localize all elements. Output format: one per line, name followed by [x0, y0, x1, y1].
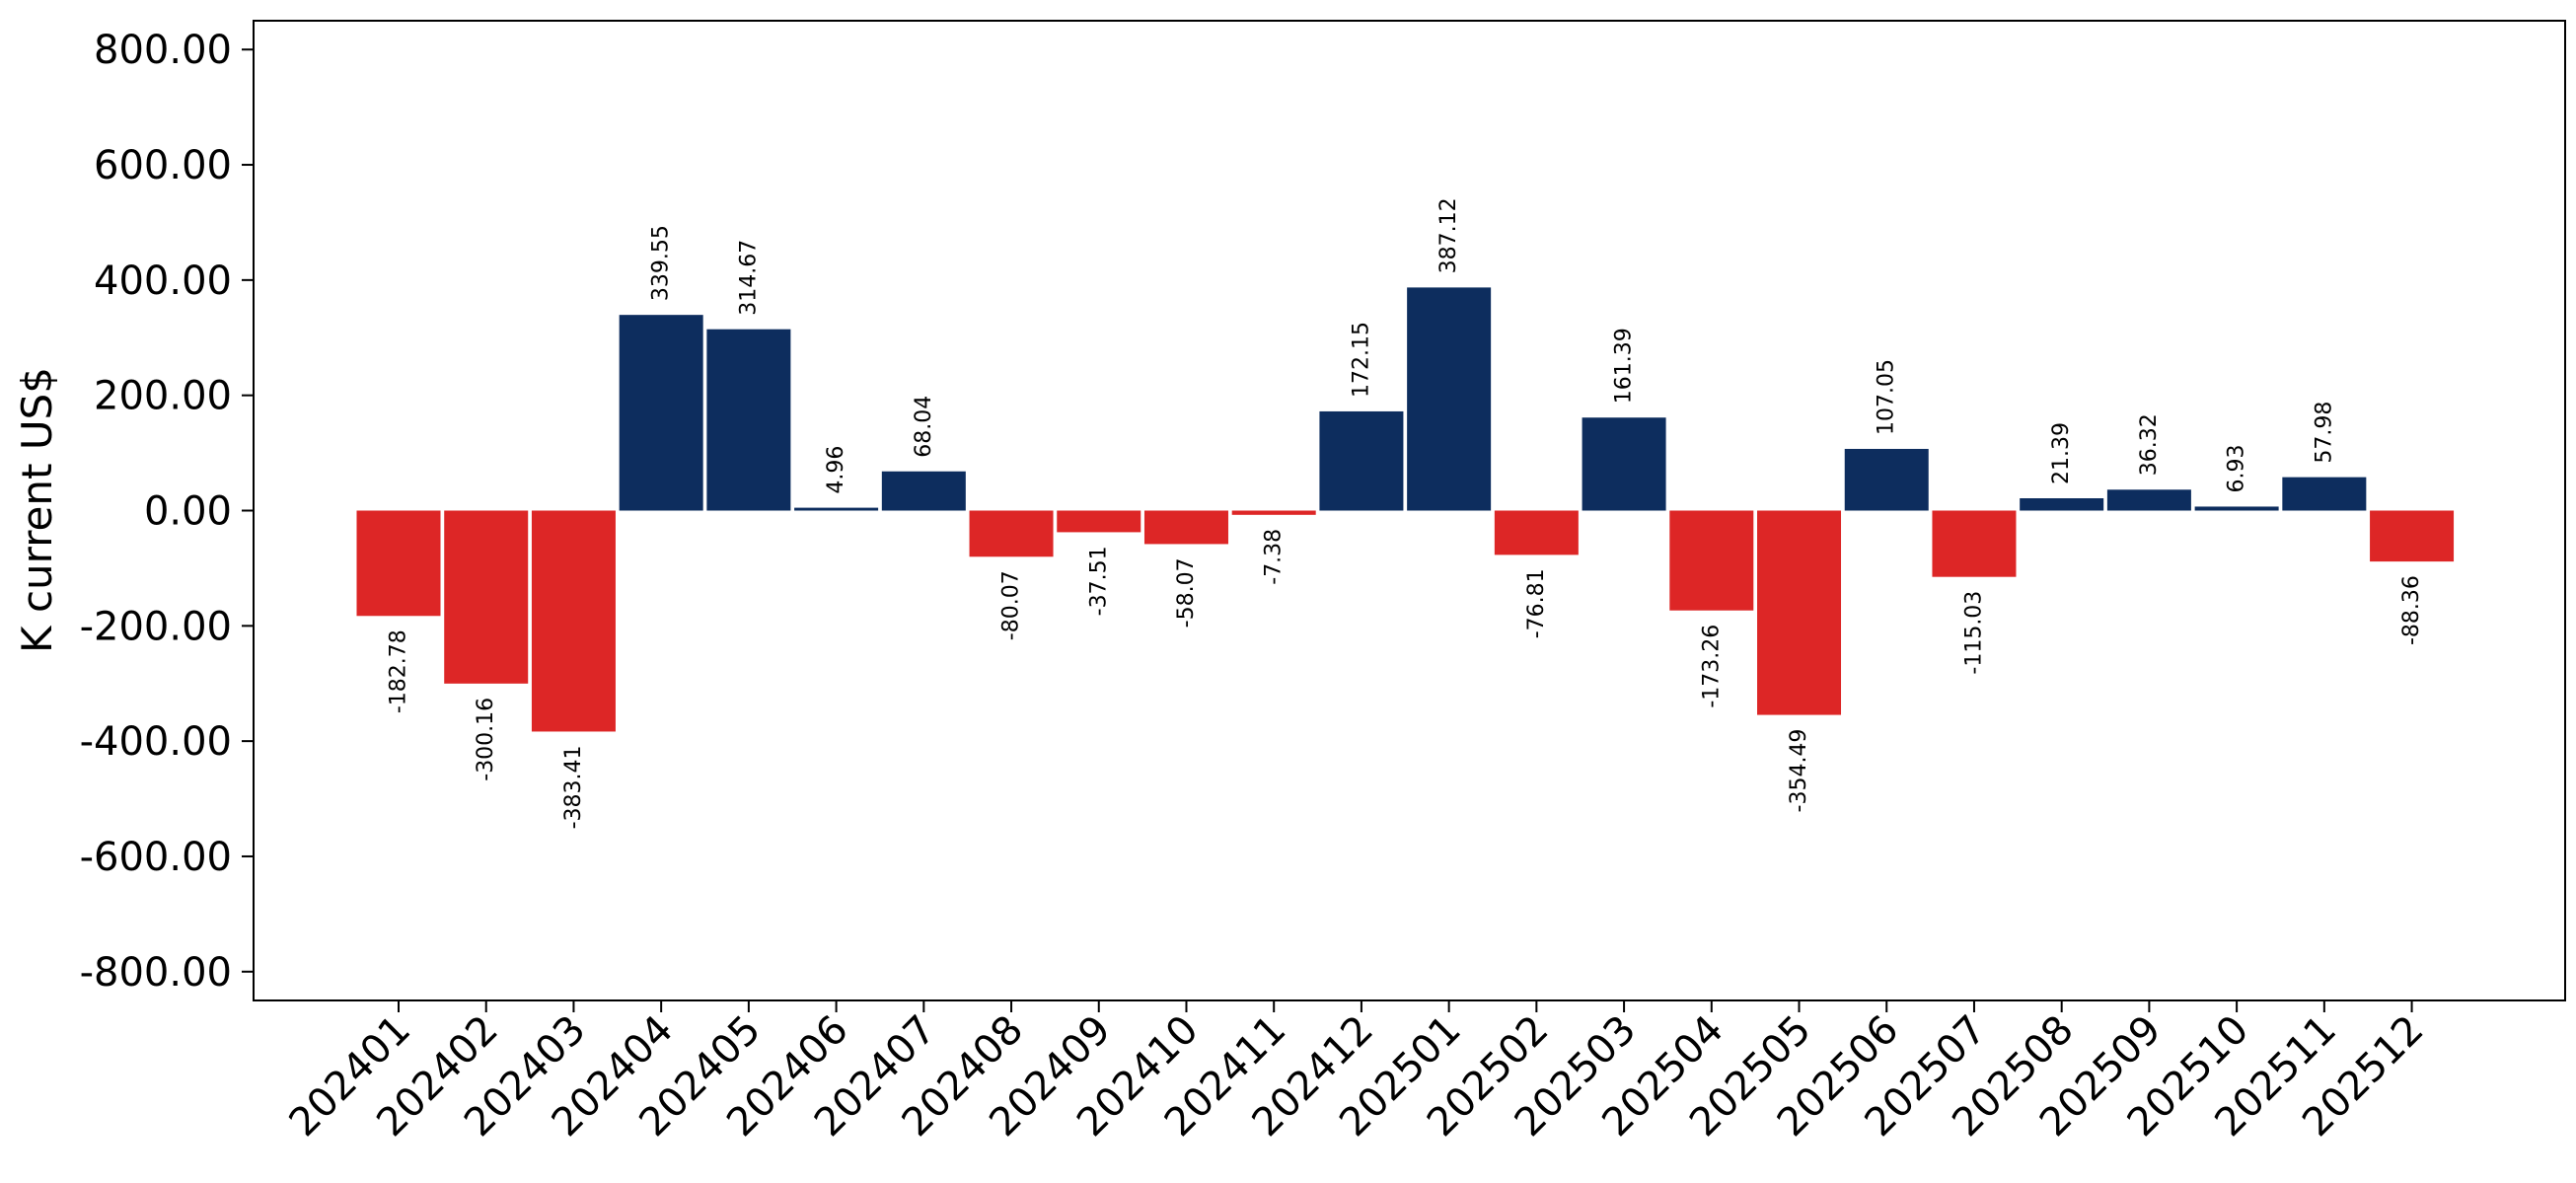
- bar-value-label: -88.36: [2399, 575, 2424, 645]
- bar-value-label: 21.39: [2049, 422, 2074, 484]
- bar: [969, 510, 1054, 557]
- bar: [531, 510, 616, 732]
- bars-group: [356, 287, 2455, 732]
- bar: [2370, 510, 2455, 562]
- bar: [1669, 510, 1754, 611]
- bar: [2282, 477, 2367, 511]
- plot-frame: [253, 20, 2566, 1001]
- y-tick-label: 600.00: [94, 143, 232, 188]
- bar: [2194, 506, 2279, 511]
- bar-value-label: -300.16: [474, 698, 498, 781]
- bar: [1143, 510, 1228, 545]
- bar: [444, 510, 529, 684]
- bar-value-label: 6.93: [2225, 444, 2249, 492]
- data-labels-group: -182.78 -300.16 -383.41 339.55 314.67 4.96 68.…: [387, 197, 2425, 829]
- bar-value-label: 68.04: [912, 396, 936, 458]
- y-tick-label: -200.00: [80, 604, 232, 649]
- y-tick-label: -600.00: [80, 835, 232, 880]
- y-axis: -800.00 -600.00 -400.00 -200.00 0.00 200.00 40…: [80, 28, 254, 996]
- bar-value-label: 314.67: [736, 240, 761, 316]
- bar: [2106, 489, 2191, 511]
- bar-value-label: -383.41: [561, 745, 586, 829]
- bar-value-label: 36.32: [2137, 413, 2162, 476]
- bar: [706, 329, 791, 511]
- bar-value-label: -7.38: [1262, 529, 1287, 585]
- y-tick-label: -800.00: [80, 950, 232, 996]
- bar-value-label: 172.15: [1349, 322, 1373, 398]
- bar-value-label: 161.39: [1612, 328, 1637, 404]
- bar: [619, 315, 703, 511]
- bar: [1494, 510, 1579, 555]
- bar-value-label: -80.07: [999, 570, 1024, 640]
- bar-value-label: -115.03: [1961, 591, 1986, 675]
- y-tick-label: 0.00: [144, 489, 232, 535]
- y-tick-label: 200.00: [94, 374, 232, 419]
- bar: [794, 507, 879, 511]
- bar-value-label: -76.81: [1524, 568, 1549, 638]
- bar: [1057, 510, 1141, 533]
- bar-value-label: -173.26: [1699, 625, 1724, 708]
- bar: [1757, 510, 1842, 715]
- bar-value-label: 387.12: [1436, 197, 1461, 273]
- bar-value-label: -182.78: [387, 629, 411, 713]
- bar-value-label: 339.55: [649, 225, 674, 301]
- y-tick-label: -400.00: [80, 719, 232, 765]
- y-tick-label: 400.00: [94, 259, 232, 304]
- bar-value-label: -354.49: [1787, 729, 1811, 813]
- bar-value-label: -58.07: [1174, 557, 1199, 628]
- bar: [1932, 510, 2017, 577]
- bar-value-label: -37.51: [1086, 546, 1111, 616]
- bar: [356, 510, 441, 617]
- bar-value-label: 4.96: [824, 446, 848, 494]
- bar-value-label: 107.05: [1875, 359, 1899, 435]
- bar: [1407, 287, 1492, 511]
- bar: [1231, 510, 1316, 515]
- y-axis-title: K current US$: [13, 367, 61, 653]
- bar: [2020, 498, 2104, 511]
- y-tick-label: 800.00: [94, 28, 232, 73]
- bar-value-label: 57.98: [2312, 402, 2336, 464]
- bar: [881, 471, 966, 511]
- bar: [1319, 410, 1404, 511]
- bar: [1582, 417, 1666, 511]
- bar: [1844, 448, 1929, 511]
